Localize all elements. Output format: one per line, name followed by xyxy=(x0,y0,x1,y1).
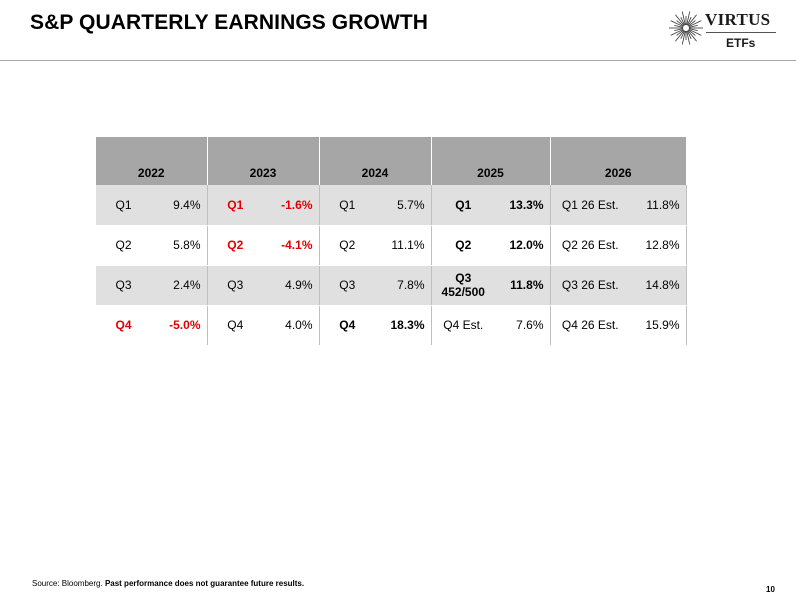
growth-value-cell: -1.6% xyxy=(263,185,320,226)
quarter-label-cell: Q3 xyxy=(207,265,263,306)
growth-value-cell: 7.8% xyxy=(375,265,432,306)
quarter-label-cell: Q2 xyxy=(431,225,495,266)
virtus-etfs-logo: VIRTUS ETFs xyxy=(668,8,784,54)
quarter-label-cell: Q1 26 Est. xyxy=(550,185,630,226)
quarter-label-cell: Q4 xyxy=(207,305,263,346)
year-header-row: 2022 2023 2024 2025 2026 xyxy=(96,137,686,185)
growth-value-cell: 5.7% xyxy=(375,185,432,226)
growth-value-cell: 18.3% xyxy=(375,305,432,346)
table-row: Q2 5.8% Q2 -4.1% Q2 11.1% Q2 12.0% Q2 26 Est. 12.… xyxy=(96,225,687,266)
source-note: Source: Bloomberg. Past performance does… xyxy=(32,579,304,588)
growth-value-cell: 9.4% xyxy=(151,185,208,226)
growth-value-cell: 7.6% xyxy=(495,305,551,346)
quarter-label-cell: Q4 26 Est. xyxy=(550,305,630,346)
page-number: 10 xyxy=(766,585,775,594)
growth-value-cell: 11.8% xyxy=(495,265,551,306)
growth-value-cell: 14.8% xyxy=(630,265,687,306)
quarter-label-cell: Q3 xyxy=(319,265,375,306)
growth-value-cell: 15.9% xyxy=(630,305,687,346)
quarter-label-cell: Q3 26 Est. xyxy=(550,265,630,306)
year-header: 2026 xyxy=(549,137,686,185)
quarter-label-cell: Q1 xyxy=(431,185,495,226)
earnings-growth-table: 2022 2023 2024 2025 2026 Q1 9.4% Q1 -1.6% Q1… xyxy=(96,137,687,346)
table-body: Q1 9.4% Q1 -1.6% Q1 5.7% Q1 13.3% Q1 26 Est. 11.8… xyxy=(96,185,687,346)
growth-value-cell: 4.9% xyxy=(263,265,320,306)
quarter-label-cell: Q2 xyxy=(207,225,263,266)
quarter-label-cell: Q2 xyxy=(319,225,375,266)
logo-sub-text: ETFs xyxy=(726,36,756,50)
year-header: 2024 xyxy=(318,137,431,185)
table-row: Q1 9.4% Q1 -1.6% Q1 5.7% Q1 13.3% Q1 26 Est. 11.8… xyxy=(96,185,687,226)
year-header: 2025 xyxy=(430,137,550,185)
table-row: Q4 -5.0% Q4 4.0% Q4 18.3% Q4 Est. 7.6% Q4 26 Est… xyxy=(96,305,687,346)
quarter-label-cell: Q4 xyxy=(96,305,151,346)
growth-value-cell: 2.4% xyxy=(151,265,208,306)
logo-brand-text: VIRTUS xyxy=(705,10,771,29)
source-prefix: Source: Bloomberg. xyxy=(32,579,105,588)
year-header: 2022 xyxy=(96,137,207,185)
sunburst-logo-icon xyxy=(669,11,703,45)
quarter-label-cell: Q1 xyxy=(207,185,263,226)
page-title: S&P QUARTERLY EARNINGS GROWTH xyxy=(30,11,429,34)
growth-value-cell: -5.0% xyxy=(151,305,208,346)
quarter-label-cell: Q4 xyxy=(319,305,375,346)
growth-value-cell: 5.8% xyxy=(151,225,208,266)
title-divider xyxy=(0,60,796,61)
quarter-label-cell: Q3 xyxy=(96,265,151,306)
quarter-label-cell: Q4 Est. xyxy=(431,305,495,346)
growth-value-cell: 11.1% xyxy=(375,225,432,266)
growth-value-cell: -4.1% xyxy=(263,225,320,266)
quarter-label-cell: Q3 452/500 xyxy=(431,265,495,306)
logo-divider xyxy=(706,32,776,33)
quarter-label-cell: Q1 xyxy=(96,185,151,226)
quarter-label-cell: Q1 xyxy=(319,185,375,226)
source-disclaimer: Past performance does not guarantee futu… xyxy=(104,579,305,588)
growth-value-cell: 13.3% xyxy=(495,185,551,226)
year-header: 2023 xyxy=(206,137,319,185)
growth-value-cell: 4.0% xyxy=(263,305,320,346)
growth-value-cell: 11.8% xyxy=(630,185,687,226)
quarter-label-cell: Q2 xyxy=(96,225,151,266)
growth-value-cell: 12.0% xyxy=(495,225,551,266)
table-row: Q3 2.4% Q3 4.9% Q3 7.8% Q3 452/500 11.8% Q3 26 Es… xyxy=(96,265,687,306)
growth-value-cell: 12.8% xyxy=(630,225,687,266)
quarter-label-cell: Q2 26 Est. xyxy=(550,225,630,266)
